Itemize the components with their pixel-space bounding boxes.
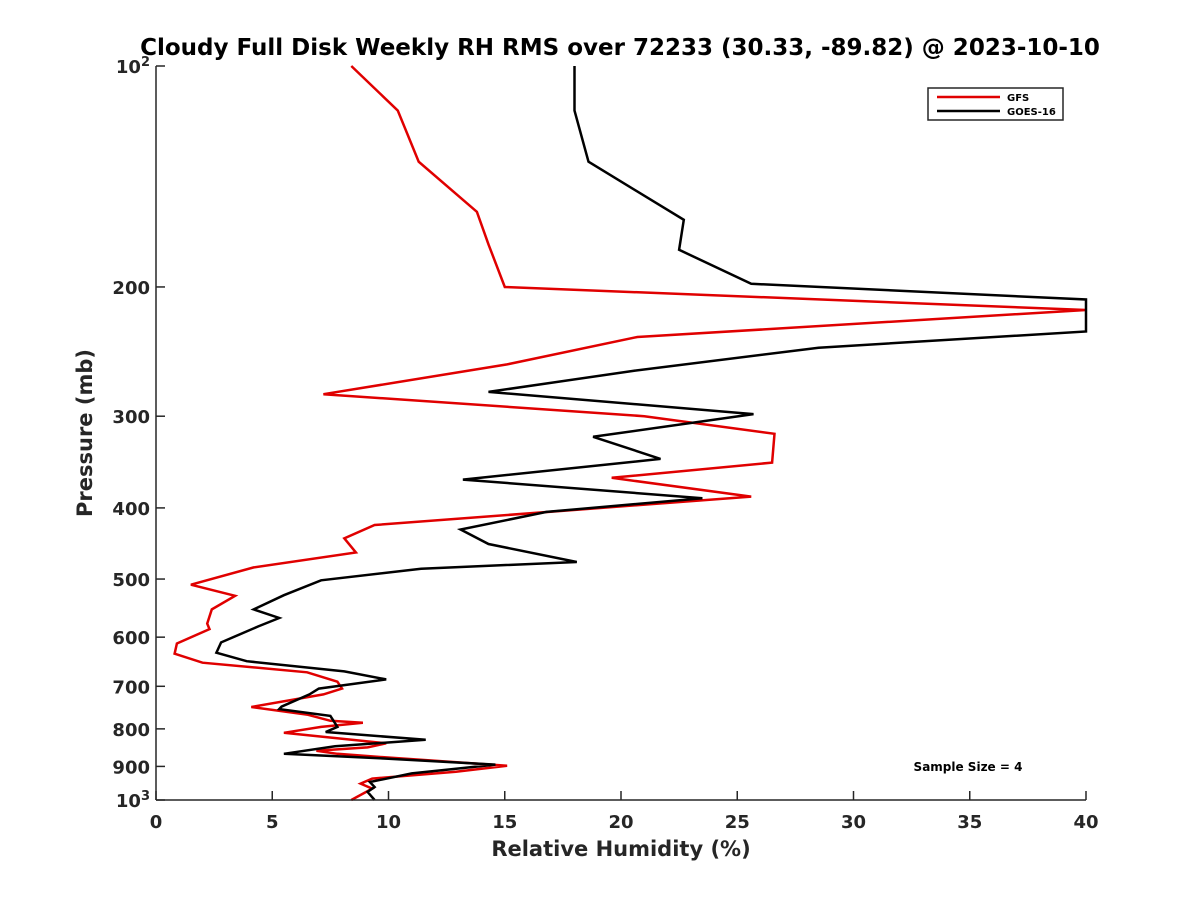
sample-size-annotation: Sample Size = 4 xyxy=(914,760,1023,774)
legend-label-gfs: GFS xyxy=(1007,93,1029,104)
y-axis-label: Pressure (mb) xyxy=(73,349,97,517)
series-layer xyxy=(173,65,1088,802)
y-tick-label: 400 xyxy=(112,499,150,520)
x-axis-ticks: 0 5 10 15 20 25 30 35 40 xyxy=(150,791,1099,833)
y-axis-ticks: 102 200 300 400 500 600 700 800 900 103 xyxy=(112,55,165,812)
y-tick-label: 900 xyxy=(112,757,150,778)
legend-box xyxy=(927,87,1064,121)
y-tick-label: 600 xyxy=(112,628,150,649)
legend: GFS GOES-16 xyxy=(927,87,1064,121)
y-tick-label: 200 xyxy=(112,278,150,299)
y-tick-label: 500 xyxy=(112,570,150,591)
x-axis-label: Relative Humidity (%) xyxy=(491,837,750,861)
series-line-goes16 xyxy=(214,66,1088,801)
x-tick-label: 40 xyxy=(1073,812,1098,833)
y-tick-label: 700 xyxy=(112,677,150,698)
x-tick-label: 20 xyxy=(608,812,633,833)
x-tick-label: 15 xyxy=(492,812,517,833)
legend-label-goes16: GOES-16 xyxy=(1007,107,1056,118)
y-tick-label: 800 xyxy=(112,720,150,741)
x-tick-label: 30 xyxy=(841,812,866,833)
y-tick-label: 102 xyxy=(116,55,150,78)
x-tick-label: 25 xyxy=(725,812,750,833)
x-tick-label: 5 xyxy=(266,812,279,833)
x-tick-label: 35 xyxy=(957,812,982,833)
plot-area: 0 5 10 15 20 25 30 35 40 102 200 300 400 500 600 700 80… xyxy=(112,55,1098,833)
y-tick-label: 103 xyxy=(116,789,150,812)
series-line-gfs xyxy=(173,65,1087,802)
x-tick-label: 0 xyxy=(150,812,163,833)
x-tick-label: 10 xyxy=(376,812,401,833)
chart-title: Cloudy Full Disk Weekly RH RMS over 7223… xyxy=(140,35,1100,61)
y-tick-label: 300 xyxy=(112,407,150,428)
